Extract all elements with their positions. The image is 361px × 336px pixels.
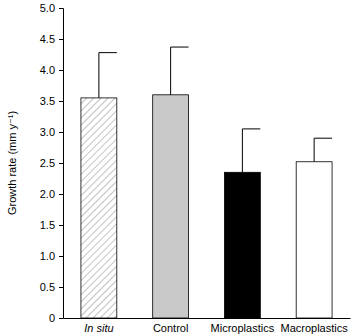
error-line (170, 47, 171, 95)
y-tick-mark (59, 194, 63, 195)
y-tick-label: 1.0 (40, 250, 55, 262)
y-tick: 3.5 (40, 95, 63, 107)
y-axis: 0 0.5 1.0 1.5 2.0 2.5 3.0 3.5 4.0 4.5 5.0 (40, 2, 64, 324)
error-line (242, 129, 243, 172)
bar (81, 98, 117, 318)
y-tick: 5.0 (40, 2, 63, 14)
error-bar (314, 138, 332, 162)
error-cap (314, 138, 332, 139)
error-bar (99, 53, 117, 98)
y-tick: 3.0 (40, 126, 63, 138)
y-tick-label: 1.5 (40, 219, 55, 231)
y-tick: 1.0 (40, 250, 63, 262)
y-tick: 0.5 (40, 281, 63, 293)
y-tick-mark (59, 318, 63, 319)
y-tick-label: 4.5 (40, 33, 55, 45)
x-axis: In situ Control Microplastics Macroplastics (64, 318, 351, 334)
x-tick: Control (153, 318, 188, 334)
error-line (314, 138, 315, 162)
y-tick-label: 3.5 (40, 95, 55, 107)
chart: 0 0.5 1.0 1.5 2.0 2.5 3.0 3.5 4.0 4.5 5.0 In situ Co… (0, 0, 361, 336)
x-tick: Macroplastics (281, 318, 349, 334)
y-tick: 2.5 (40, 157, 63, 169)
y-tick: 0 (49, 312, 63, 324)
x-tick-label: Microplastics (211, 322, 275, 334)
y-tick: 2.0 (40, 188, 63, 200)
y-tick-mark (59, 70, 63, 71)
y-tick-mark (59, 163, 63, 164)
bar (296, 162, 332, 318)
y-tick-label: 0.5 (40, 281, 55, 293)
y-tick-label: 0 (49, 312, 55, 324)
y-tick-mark (59, 101, 63, 102)
error-cap (242, 128, 260, 129)
bar (224, 172, 260, 318)
y-tick-mark (59, 39, 63, 40)
error-cap (99, 52, 117, 53)
y-tick-label: 4.0 (40, 64, 55, 76)
y-tick: 1.5 (40, 219, 63, 231)
x-tick: In situ (84, 318, 113, 334)
y-tick-mark (59, 287, 63, 288)
y-tick-mark (59, 225, 63, 226)
error-line (98, 53, 99, 98)
error-bar (171, 47, 189, 95)
bar (153, 95, 189, 318)
y-tick-mark (59, 132, 63, 133)
y-tick-mark (59, 256, 63, 257)
error-bar (242, 129, 260, 172)
y-axis-line (59, 9, 64, 319)
x-axis-line (64, 318, 351, 319)
y-tick: 4.0 (40, 64, 63, 76)
y-axis-title: Growth rate (mm y⁻¹) (6, 111, 18, 215)
y-tick-label: 3.0 (40, 126, 55, 138)
y-tick-label: 2.0 (40, 188, 55, 200)
y-tick-label: 5.0 (40, 2, 55, 14)
y-tick: 4.5 (40, 33, 63, 45)
y-tick-mark (59, 8, 63, 9)
x-tick-label: Macroplastics (281, 322, 349, 334)
y-tick-label: 2.5 (40, 157, 55, 169)
plot: 0 0.5 1.0 1.5 2.0 2.5 3.0 3.5 4.0 4.5 5.0 In situ Co… (40, 2, 351, 334)
error-cap (171, 47, 189, 48)
x-tick-label: Control (153, 322, 188, 334)
x-tick: Microplastics (211, 318, 275, 334)
x-tick-label: In situ (84, 322, 113, 334)
bars (81, 47, 332, 318)
